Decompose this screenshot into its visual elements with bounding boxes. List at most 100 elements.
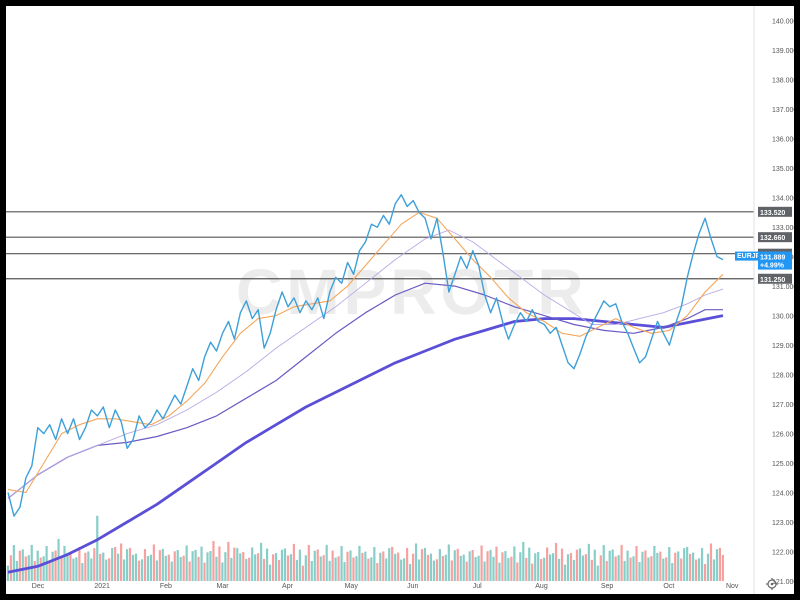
volume-bar [245, 559, 248, 581]
volume-bar [572, 560, 576, 581]
volume-bar [105, 559, 108, 581]
volume-bar [188, 561, 191, 581]
volume-bar [221, 562, 224, 581]
volume-bar [313, 550, 316, 581]
volume-bar [143, 549, 147, 581]
symbol-name: EURJPY [737, 253, 765, 260]
volume-bar [51, 551, 54, 581]
volume-bar [644, 550, 647, 581]
volume-bar [391, 546, 394, 581]
volume-bar [286, 555, 290, 581]
volume-bar [406, 548, 409, 581]
volume-bar [498, 562, 501, 581]
volume-bar [408, 564, 412, 581]
x-tick-label: Jun [407, 583, 418, 590]
volume-bar [87, 551, 90, 581]
y-tick-label: 128.000 [772, 373, 794, 380]
volume-bar [677, 551, 680, 581]
volume-bar [298, 549, 301, 581]
volume-bar [614, 556, 617, 581]
volume-bar [337, 556, 340, 581]
volume-bar [128, 547, 132, 581]
volume-bar [227, 541, 230, 581]
volume-bar [694, 559, 698, 581]
x-tick-label: Dec [32, 583, 45, 590]
volume-bar [346, 551, 349, 581]
watermark: CMPROTR [236, 256, 588, 328]
volume-bar [692, 552, 695, 581]
volume-bar [251, 547, 254, 581]
x-tick-label: Nov [726, 583, 739, 590]
volume-bar [400, 559, 403, 581]
volume-bar [257, 553, 260, 581]
volume-bar [146, 556, 150, 581]
volume-bar [93, 548, 96, 581]
y-tick-label: 125.000 [772, 461, 794, 468]
volume-bar [534, 553, 537, 581]
volume-bar [587, 543, 590, 581]
volume-bar [471, 550, 474, 581]
volume-bar [557, 558, 561, 581]
volume-bar [84, 552, 87, 581]
volume-bar [78, 547, 81, 581]
volume-bar [456, 548, 459, 581]
volume-bar [167, 554, 170, 581]
volume-bar [686, 546, 689, 581]
volume-bar [417, 559, 421, 581]
volume-bar [546, 547, 549, 581]
y-tick-label: 136.000 [772, 137, 794, 144]
volume-bar [206, 552, 209, 581]
horizontal-levels [6, 211, 754, 280]
level-label: 131.250 [760, 277, 785, 284]
y-tick-label: 139.000 [772, 48, 794, 55]
volume-bar [715, 549, 719, 581]
volume-bar [48, 562, 51, 581]
volume-bar [179, 557, 182, 581]
volume-bar [653, 545, 656, 581]
y-tick-label: 134.000 [772, 196, 794, 203]
chart-frame: CMPROTR 140.000 139.000 138.000 137.000 136.… [6, 6, 794, 594]
volume-bar [662, 558, 665, 581]
time-axis[interactable]: Dec 2021 Feb Mar Apr May Jun Jul Aug Sep Oct Nov [32, 583, 739, 590]
volume-bar [480, 545, 483, 581]
volume-bar [325, 544, 328, 581]
volume-bar [680, 558, 683, 581]
volume-bar [355, 556, 358, 581]
price-chart: CMPROTR 140.000 139.000 138.000 137.000 136.… [6, 6, 794, 594]
price-axis[interactable]: 140.000 139.000 138.000 137.000 136.000 135.0… [772, 19, 794, 586]
volume-bar [563, 564, 567, 581]
volume-bar [340, 546, 343, 581]
volume-bar [569, 553, 573, 581]
volume-bar [134, 553, 138, 581]
volume-bar [709, 543, 713, 581]
volume-bar [656, 552, 659, 581]
volume-bar [248, 557, 251, 581]
volume-bar [590, 559, 593, 581]
volume-bar [158, 550, 161, 581]
volume-bar [519, 552, 522, 581]
volume-bar [370, 557, 373, 581]
volume-bar [382, 551, 385, 581]
settings-icon[interactable] [766, 578, 778, 590]
volume-bar [551, 553, 555, 581]
volume-bar [584, 554, 587, 581]
volume-bar [218, 546, 221, 581]
volume-bar [117, 553, 120, 581]
volume-bar [674, 552, 677, 581]
volume-bar [224, 552, 227, 581]
level-label-bg [758, 206, 792, 217]
volume-bar [507, 558, 510, 581]
volume-bar [721, 554, 724, 581]
volume-bar [173, 551, 176, 581]
volume-bar [334, 557, 337, 581]
volume-bar [260, 542, 263, 581]
volume-bar [137, 560, 141, 581]
volume-bar [96, 515, 99, 581]
volume-bar [152, 544, 155, 581]
volume-bar [161, 548, 164, 581]
volume-bar [57, 538, 60, 581]
x-tick-label: Feb [160, 583, 172, 590]
volume-bar [39, 557, 42, 581]
volume-bar [328, 560, 331, 581]
level-label: 133.520 [760, 210, 785, 217]
